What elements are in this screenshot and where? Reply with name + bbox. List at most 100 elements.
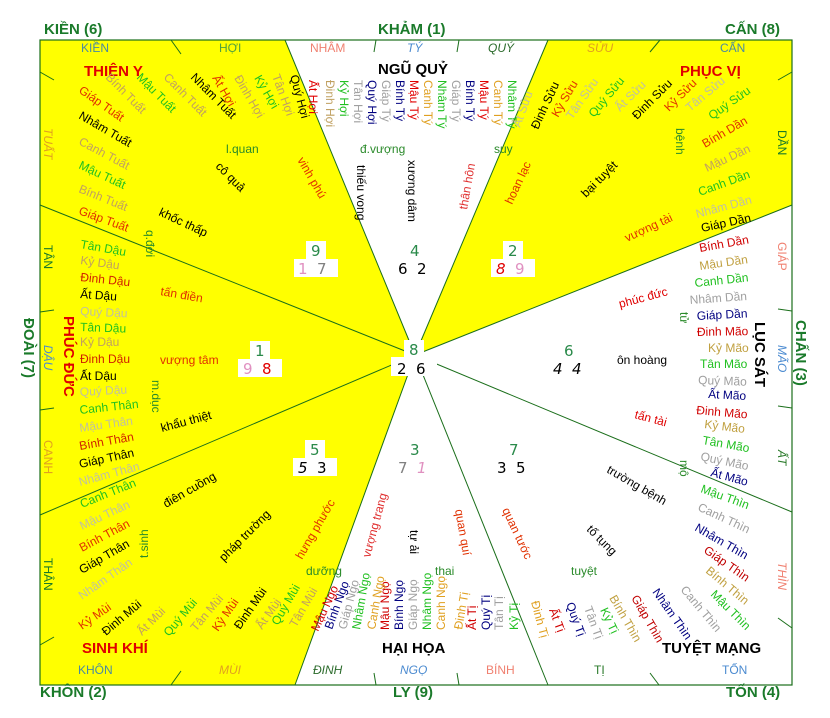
mountain-tuat: TUẤT [41,128,56,161]
trigram-chan: CHẤN (3) [792,320,809,386]
flying-star-w-right: 8 [262,360,272,378]
year-label: Đinh Hợi [323,80,337,127]
year-label: Quý Dậu [80,304,128,320]
mountain-giap: GIÁP [775,242,790,271]
event-label: m.dục [149,380,163,413]
flying-star-sw-right: 3 [317,459,327,477]
years-s: Đinh Tị Kỷ Tị Tân Tị Quý Tị Ất Tị Đinh T… [308,571,551,639]
flying-star-s-left: 7 [398,459,408,477]
year-label: Canh Tý [421,80,435,125]
year-label: Đinh Tị [451,591,471,631]
year-label: Kỷ Mão [708,341,749,355]
year-label: Nhâm Tý [435,80,449,128]
sector-sw-bg [40,355,415,685]
event-label: vượng tâm [160,353,219,367]
year-label: Tân Hợi [351,80,365,123]
mountain-hoi: HỢI [219,41,241,55]
flying-star-e-top: 6 [564,342,574,360]
year-label: Canh Dần [694,270,749,290]
year-label: Đinh Dậu [80,270,131,289]
flying-star-se-right: 5 [516,459,526,477]
star-hai-hoa: HẠI HỌA [382,640,446,657]
mountain-nham: NHÂM [310,40,345,55]
year-label: Giáp Tý [449,80,463,122]
year-label: Tân Dậu [80,320,126,336]
year-label: Canh Ngọ [434,576,448,630]
flying-star-s-right: 1 [417,459,427,477]
years-w: Tân Dậu Kỷ Dậu Đinh Dậu Ất Dậu Quý Dậu T… [77,237,141,489]
event-label: q.đới [143,230,157,257]
year-label: Ất Hợi [306,80,321,114]
event-label: phúc đức [617,284,669,310]
year-label: Mậu Tý [407,80,421,120]
flying-star-se-left: 3 [497,459,507,477]
year-label: Kỷ Tị [507,603,521,630]
year-label: Đinh Tị [528,599,551,639]
mountain-ton: TỐN [722,662,747,677]
year-label: Ất Mão [708,386,747,403]
mountain-quy: QUÝ [488,40,515,55]
year-label: Nhâm Ngọ [420,572,434,630]
event-label: tuyệt [571,564,598,578]
year-label: Nhâm Dần [689,289,747,307]
year-label: Giáp Dần [696,306,747,323]
flying-star-ne-left: 8 [496,260,506,278]
mountain-binh: BÍNH [486,662,515,677]
flying-star-n-top: 4 [410,242,420,260]
trigram-ly: LY (9) [393,684,433,701]
flying-star-nw-right: 7 [317,260,327,278]
mountain-suu: SỬU [587,40,614,55]
star-luc-sat: LỤC SÁT [751,322,768,387]
flying-star-w-left: 9 [243,360,253,378]
year-label: Quý Hợi [365,80,379,125]
year-label: Quý Dậu [79,383,127,399]
flying-star-sw-left: 5 [298,459,308,477]
mountain-thin: THÌN [775,562,790,590]
mountain-canh: CANH [41,440,55,474]
year-label: Quý Mão [698,373,747,389]
flying-star-e-right: 4 [572,360,582,378]
star-sinh-khi: SINH KHÍ [82,640,149,657]
flying-star-se-top: 7 [509,441,519,459]
mountain-kien: KIỀN [81,40,109,55]
star-phuc-duc: PHÚC ĐỨC [60,316,78,397]
chart-frame [39,39,793,686]
flying-stars: 8 2 6 9 1 7 4 6 2 2 8 9 6 4 4 7 3 5 3 7 … [238,241,582,477]
years-n: Ất Hợi Đinh Hợi Kỷ Hợi Tân Hợi Quý Hợi G… [306,80,519,128]
year-label: Kỷ Dậu [80,253,121,272]
year-label: Quý Tị [479,595,493,630]
flying-star-w-top: 1 [255,342,265,360]
event-label: đ.vượng [360,142,405,156]
sector-w-bg [40,205,415,515]
trigram-doai: ĐOÀI (7) [20,318,37,378]
event-label: thân hôn [456,162,478,210]
year-label: Nhâm Tý [505,80,519,128]
mountain-at: ẤT [775,449,790,467]
trigram-kham: KHẢM (1) [378,21,446,38]
mountain-mui: MÙI [219,662,242,677]
flying-star-s-top: 3 [410,441,420,459]
trigram-ton: TỐN (4) [726,683,780,701]
mountain-ticks [39,39,793,686]
trigram-khon: KHÔN (2) [40,683,107,701]
mountain-tan: TÂN [41,245,56,269]
year-label: Canh Thân [79,397,139,417]
star-phuc-vi: PHỤC VỊ [680,63,741,80]
year-label: Mậu Dần [698,252,748,273]
event-label: dưỡng [306,564,342,578]
flying-star-n-left: 6 [398,260,408,278]
mountain-ty: TÝ [407,40,423,55]
year-label: Đinh Mão [697,324,749,339]
mountain-can: CẤN [720,40,745,55]
year-label: Kỷ Mão [704,417,746,436]
star-tuyet-mang: TUYỆT MẠNG [662,639,761,657]
year-label: Bính Ngọ [392,580,406,630]
mountain-mao: MÃO [775,345,789,372]
mountain-dau: DẬU [41,345,56,371]
event-label: t.sinh [137,529,151,558]
flying-star-center-right: 6 [416,360,426,378]
event-label: quan tước [499,505,535,561]
sector-dividers [39,39,793,686]
star-ngu-quy: NGŨ QUỶ [378,60,448,78]
event-label: xương dâm [405,160,419,222]
